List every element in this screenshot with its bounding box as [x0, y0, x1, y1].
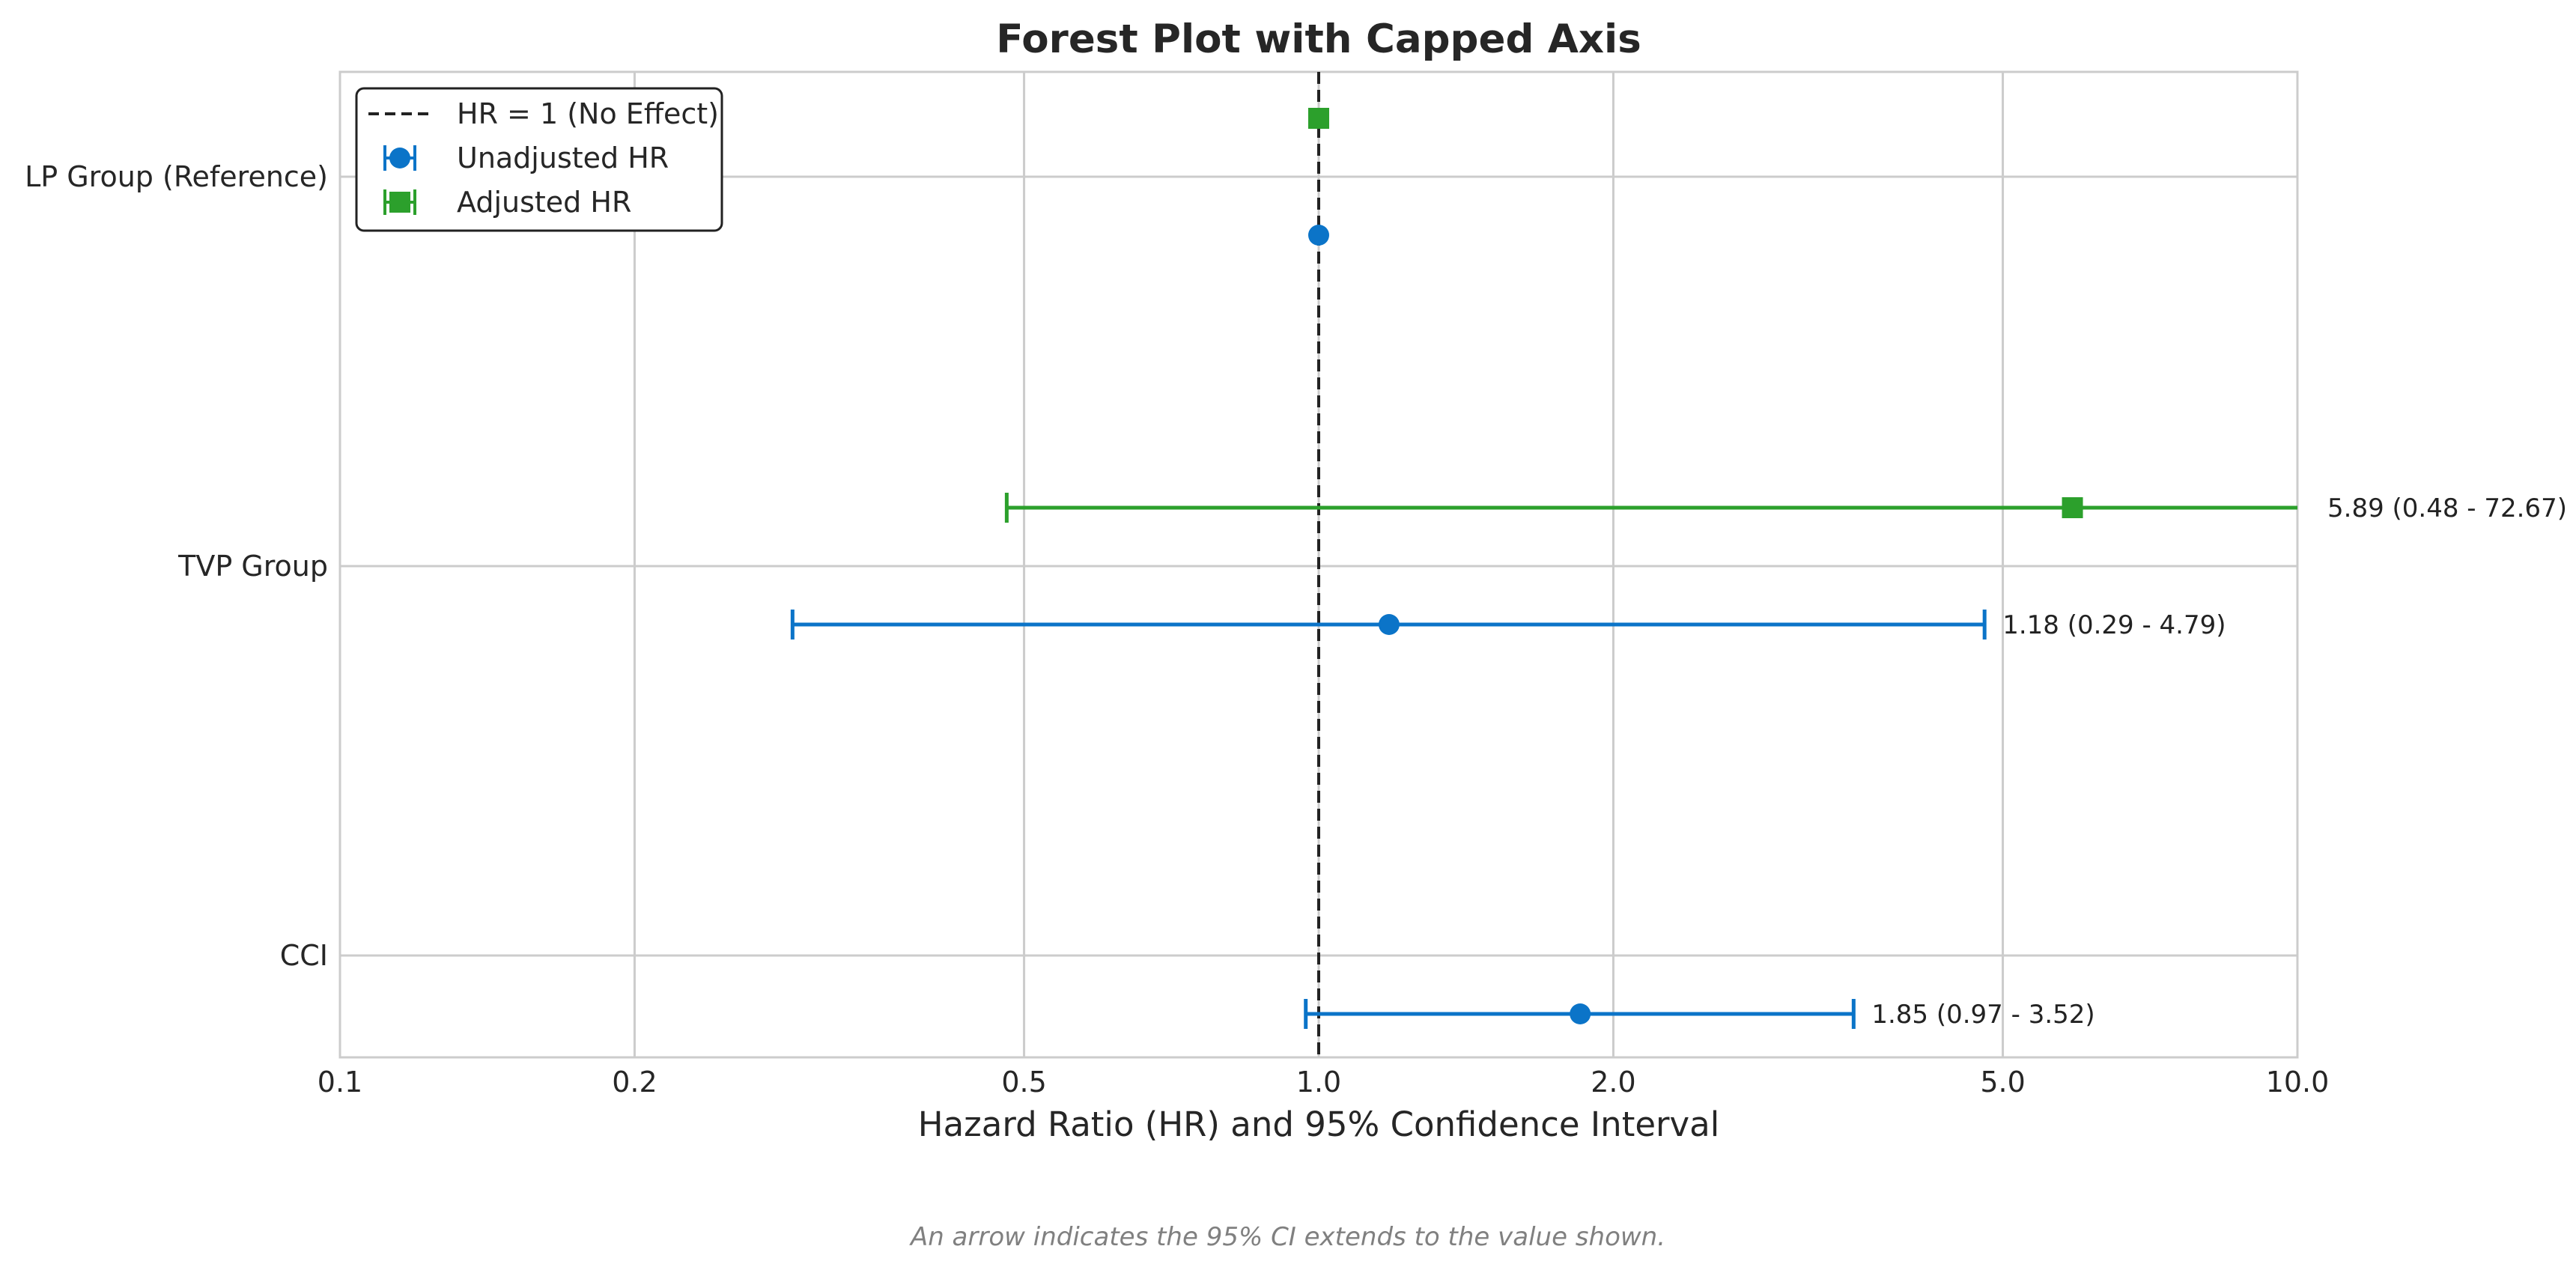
- y-tick-label: TVP Group: [177, 550, 328, 583]
- point-marker-square: [2062, 497, 2083, 518]
- point-marker-circle: [1308, 225, 1329, 246]
- point-marker-circle: [1378, 614, 1400, 635]
- data-label: 1.18 (0.29 - 4.79): [2002, 610, 2226, 640]
- x-tick-labels: 0.1 0.2 0.5 1.0 2.0 5.0 10.0: [318, 1066, 2330, 1099]
- x-tick-label: 0.1: [318, 1066, 362, 1099]
- x-axis-label: Hazard Ratio (HR) and 95% Confidence Int…: [918, 1105, 1720, 1144]
- point-marker-circle: [1570, 1003, 1591, 1024]
- legend: HR = 1 (No Effect) Unadjusted HR Adjusted …: [355, 87, 723, 232]
- legend-box: [355, 87, 723, 232]
- legend-marker-square: [389, 192, 410, 213]
- chart-title: Forest Plot with Capped Axis: [996, 16, 1641, 62]
- footnote: An arrow indicates the 95% CI extends to…: [909, 1222, 1665, 1252]
- series-layer: [790, 108, 2297, 1029]
- data-label: 1.85 (0.97 - 3.52): [1871, 1000, 2094, 1030]
- legend-label: Adjusted HR: [457, 186, 631, 219]
- x-tick-label: 0.2: [612, 1066, 657, 1099]
- x-tick-label: 1.0: [1296, 1066, 1341, 1099]
- x-tick-label: 2.0: [1591, 1066, 1635, 1099]
- x-tick-label: 10.0: [2266, 1066, 2330, 1099]
- y-tick-label: CCI: [280, 939, 328, 972]
- series-unadjusted-hr: [790, 225, 1987, 1029]
- y-tick-label: LP Group (Reference): [25, 160, 328, 193]
- series-adjusted-hr: [1004, 108, 2297, 523]
- y-tick-labels: LP Group (Reference) TVP Group CCI: [25, 160, 328, 972]
- point-marker-square: [1308, 108, 1329, 129]
- legend-label: HR = 1 (No Effect): [457, 97, 719, 130]
- legend-label: Unadjusted HR: [457, 142, 669, 174]
- legend-marker-circle: [389, 148, 410, 168]
- data-label-layer: 1.18 (0.29 - 4.79) 1.85 (0.97 - 3.52) 5.89…: [1871, 493, 2567, 1030]
- x-tick-label: 5.0: [1980, 1066, 2025, 1099]
- data-label: 5.89 (0.48 - 72.67): [2327, 493, 2567, 523]
- x-tick-label: 0.5: [1001, 1066, 1046, 1099]
- legend-entries: HR = 1 (No Effect) Unadjusted HR Adjusted …: [368, 97, 719, 219]
